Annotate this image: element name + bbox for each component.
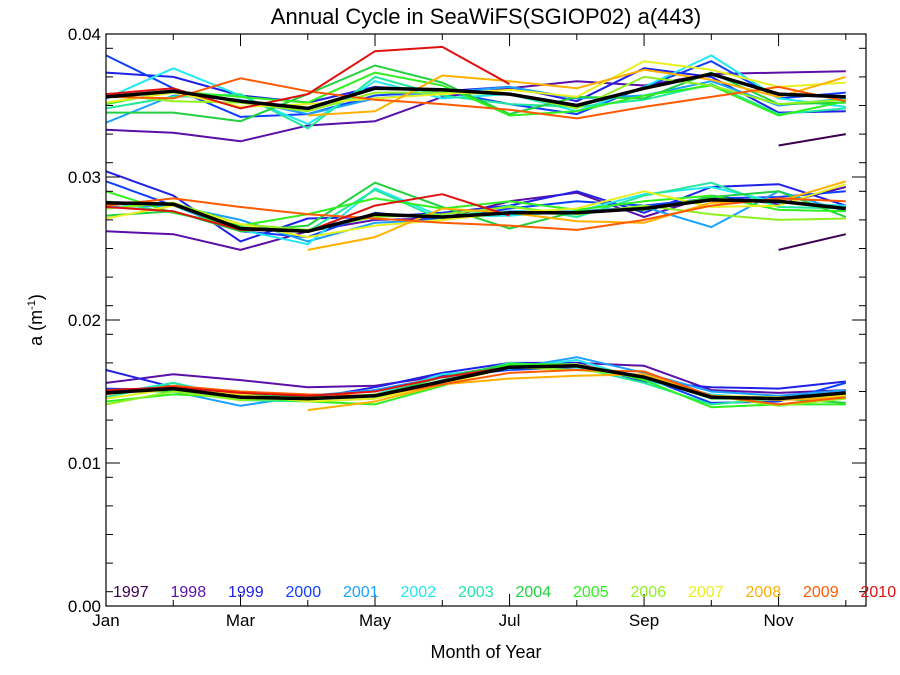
y-axis-label-close: ) — [26, 294, 46, 300]
axes: Jan Mar May Jul Sep Nov 0.00 0.01 0.02 0.03 0.04 — [68, 25, 867, 630]
legend-entry-1997: 1997 — [113, 584, 149, 601]
x-tick-label: Mar — [226, 611, 256, 630]
x-tick-label: May — [359, 611, 392, 630]
y-tick-label: 0.04 — [68, 25, 101, 44]
mean-line — [105, 72, 846, 111]
plot-frame — [105, 33, 867, 607]
mean-line — [105, 198, 846, 234]
legend-entry-2007: 2007 — [688, 584, 724, 601]
legend-entry-2004: 2004 — [516, 584, 552, 601]
series-line-2005 — [105, 71, 847, 117]
y-tick-label: 0.01 — [68, 454, 101, 473]
y-axis-label-sup: -1 — [26, 300, 38, 310]
y-axis-label: a (m-1) — [26, 294, 46, 346]
series-line-2004 — [105, 181, 847, 233]
series-line-2009 — [105, 197, 846, 231]
legend-entry-2009: 2009 — [803, 584, 839, 601]
series-line-1997 — [778, 233, 847, 251]
y-tick-label: 0.02 — [68, 311, 101, 330]
series-line-2010 — [105, 45, 510, 110]
legend-entry-2008: 2008 — [746, 584, 782, 601]
y-tick-label: 0.03 — [68, 168, 101, 187]
series-line-2002 — [105, 54, 846, 126]
y-tick-label: 0.00 — [68, 597, 101, 616]
x-tick-label: Sep — [629, 611, 659, 630]
y-axis-label-main: a (m — [26, 310, 46, 346]
legend-entry-2003: 2003 — [458, 584, 494, 601]
legend-entry-2005: 2005 — [573, 584, 609, 601]
x-tick-label: Jul — [499, 611, 521, 630]
x-tick-label: Nov — [763, 611, 794, 630]
legend-entry-2006: 2006 — [631, 584, 667, 601]
x-axis-label: Month of Year — [430, 642, 541, 662]
legend-entry-2010: 2010 — [861, 584, 897, 601]
chart-title: Annual Cycle in SeaWiFS(SGIOP02) a(443) — [271, 4, 701, 29]
mean-line — [105, 364, 846, 401]
series-line-1997 — [778, 133, 846, 147]
x-tick-label: Jan — [92, 611, 119, 630]
legend: 1997 1998 1999 2000 2001 2002 2003 2004 2005 2006… — [113, 584, 896, 601]
plot-lines — [105, 45, 847, 412]
legend-entry-2002: 2002 — [401, 584, 437, 601]
legend-entry-1999: 1999 — [228, 584, 264, 601]
legend-entry-2000: 2000 — [286, 584, 322, 601]
legend-entry-2001: 2001 — [343, 584, 379, 601]
legend-entry-1998: 1998 — [171, 584, 207, 601]
series-line-2009 — [105, 77, 847, 120]
